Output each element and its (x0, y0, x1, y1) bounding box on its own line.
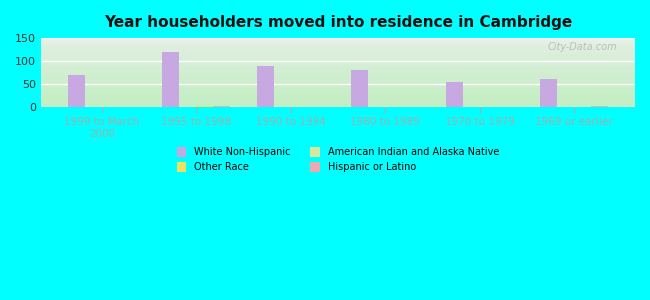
Bar (257, 66, 274, 107)
Bar (41, 97, 635, 98)
Bar (41, 46, 635, 47)
Bar (41, 96, 635, 97)
Bar (196, 106, 213, 107)
Bar (41, 49, 635, 50)
Bar (41, 85, 635, 86)
Bar (213, 106, 230, 107)
Bar (41, 101, 635, 102)
Bar (41, 42, 635, 43)
Bar (41, 92, 635, 93)
Bar (41, 69, 635, 70)
Bar (41, 41, 635, 42)
Bar (41, 50, 635, 51)
Bar (41, 52, 635, 53)
Bar (41, 39, 635, 40)
Bar (41, 78, 635, 79)
Bar (41, 63, 635, 64)
Title: Year householders moved into residence in Cambridge: Year householders moved into residence i… (104, 15, 572, 30)
Bar (41, 70, 635, 71)
Bar (41, 61, 635, 62)
Bar (41, 55, 635, 56)
Bar (41, 95, 635, 96)
Bar (41, 54, 635, 55)
Bar (41, 75, 635, 76)
Bar (41, 86, 635, 87)
Bar (41, 68, 635, 69)
Bar (41, 98, 635, 99)
Bar (41, 79, 635, 80)
Bar (41, 53, 635, 54)
Bar (351, 70, 368, 107)
Bar (41, 45, 635, 46)
Bar (41, 81, 635, 82)
Bar (41, 82, 635, 83)
Bar (41, 67, 635, 68)
Bar (41, 106, 635, 107)
Bar (162, 52, 179, 107)
Bar (41, 94, 635, 95)
Bar (41, 71, 635, 72)
Bar (41, 80, 635, 81)
Bar (41, 47, 635, 48)
Bar (41, 57, 635, 58)
Bar (41, 44, 635, 45)
Bar (446, 82, 463, 107)
Legend: White Non-Hispanic, Other Race, American Indian and Alaska Native, Hispanic or L: White Non-Hispanic, Other Race, American… (173, 143, 503, 176)
Bar (41, 59, 635, 60)
Bar (41, 99, 635, 100)
Bar (41, 48, 635, 49)
Bar (41, 103, 635, 104)
Bar (41, 65, 635, 66)
Bar (41, 61, 635, 62)
Bar (41, 73, 635, 74)
Bar (41, 77, 635, 78)
Bar (41, 66, 635, 67)
Bar (41, 38, 635, 39)
Bar (41, 62, 635, 63)
Bar (41, 64, 635, 65)
Bar (591, 106, 608, 107)
Bar (41, 87, 635, 88)
Bar (41, 74, 635, 75)
Bar (41, 104, 635, 105)
Bar (41, 90, 635, 91)
Bar (41, 84, 635, 85)
Text: City-Data.com: City-Data.com (547, 42, 618, 52)
Bar (41, 40, 635, 41)
Bar (41, 91, 635, 92)
Bar (41, 76, 635, 77)
Bar (540, 80, 557, 107)
Bar (41, 83, 635, 84)
Bar (41, 56, 635, 57)
Bar (41, 51, 635, 52)
Bar (41, 89, 635, 90)
Bar (41, 72, 635, 73)
Bar (41, 43, 635, 44)
Bar (68, 75, 85, 107)
Bar (41, 100, 635, 101)
Bar (41, 58, 635, 59)
Bar (41, 105, 635, 106)
Bar (41, 88, 635, 89)
Bar (41, 60, 635, 61)
Bar (41, 102, 635, 103)
Bar (41, 93, 635, 94)
